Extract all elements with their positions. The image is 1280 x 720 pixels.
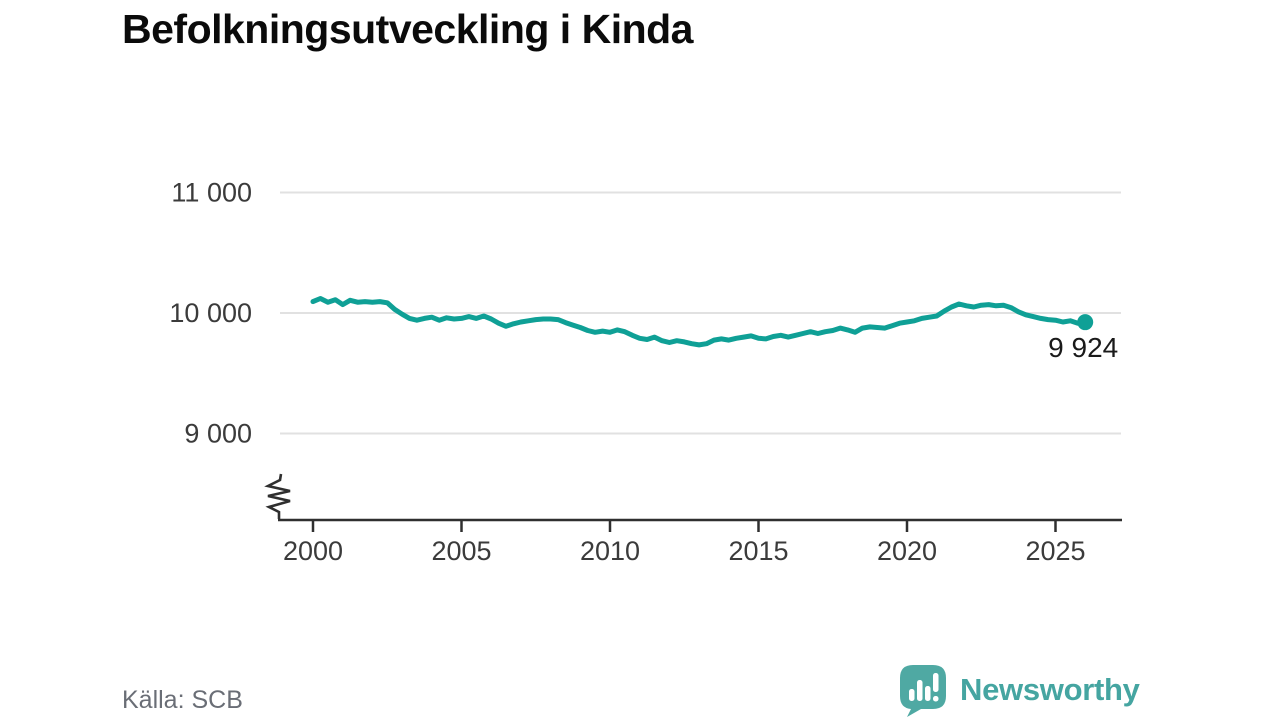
axis-break-icon [264,473,291,519]
x-axis-tick-label: 2015 [728,536,788,566]
x-axis-tick-label: 2000 [283,536,343,566]
brand-logo: Newsworthy [898,663,1140,717]
x-axis-tick-label: 2005 [431,536,491,566]
x-axis-tick-label: 2025 [1025,536,1085,566]
x-axis-tick-label: 2020 [877,536,937,566]
source-label: Källa: SCB [122,686,243,714]
end-value-label: 9 924 [1048,332,1118,363]
end-point-dot [1077,314,1094,331]
y-axis-tick-label: 9 000 [184,419,252,449]
brand-name: Newsworthy [960,672,1140,707]
x-axis-tick-label: 2010 [580,536,640,566]
y-axis-tick-label: 10 000 [169,298,252,328]
newsworthy-speech-bubble-barchart-icon [900,665,946,717]
y-axis-tick-label: 11 000 [171,178,252,208]
chart-title: Befolkningsutveckling i Kinda [122,6,693,52]
population-line [310,296,1088,348]
